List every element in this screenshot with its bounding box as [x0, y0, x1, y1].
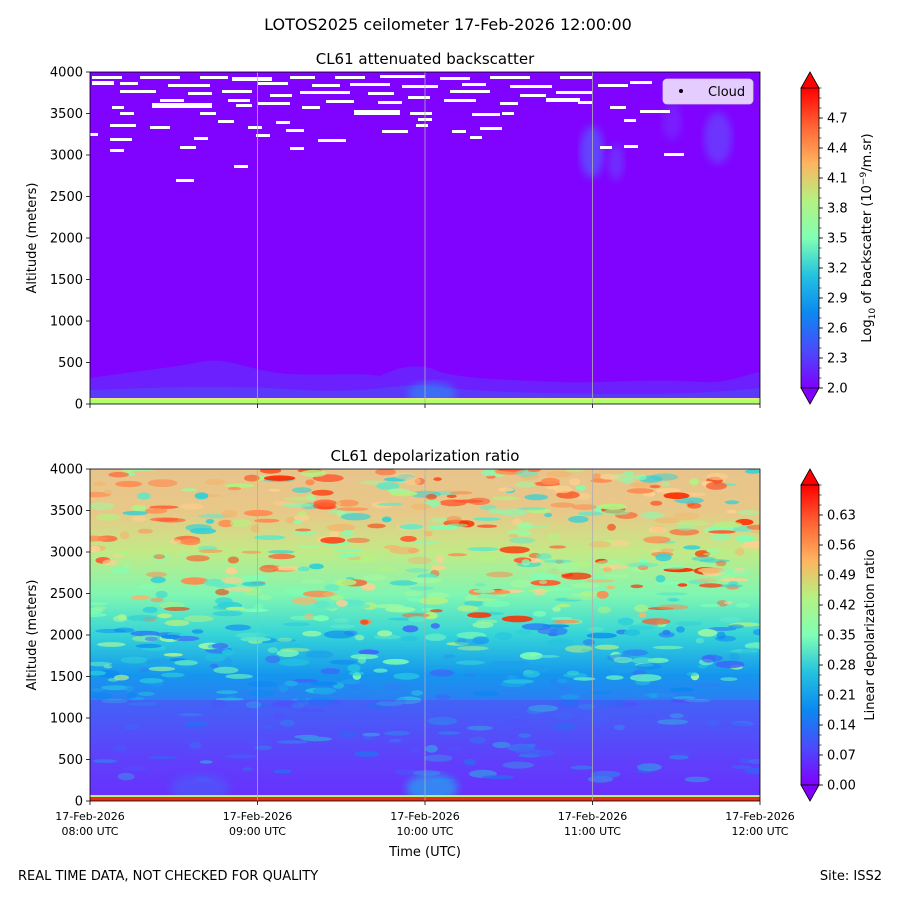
colorbar-tick-label: 3.2: [827, 262, 848, 277]
depolarization-heatmap: [90, 469, 760, 801]
depolarization-y-axis: 0 500 1000 1500 2000 2500 3000 3500 4000: [50, 463, 90, 810]
depolarization-colorbar: 0.00 0.07 0.14 0.21 0.28 0.35 0.42 0.49 0.56 0.63…: [800, 468, 878, 802]
x-tick-date: 17-Feb-2026: [558, 810, 627, 823]
colorbar-tick-label: 0.56: [827, 539, 856, 554]
depolarization-texture: [90, 469, 760, 795]
x-tick-time: 10:00 UTC: [396, 825, 453, 838]
colorbar-tick-label: 4.4: [827, 142, 848, 157]
colorbar-tick-label: 2.3: [827, 352, 848, 367]
colorbar2-extend-min: [800, 784, 820, 802]
colorbar-tick-label: 2.9: [827, 292, 848, 307]
y-tick-label: 1000: [50, 712, 83, 727]
depolarization-x-axis: 17-Feb-2026 08:00 UTC 17-Feb-2026 09:00 UTC…: [55, 801, 795, 838]
colorbar-tick-label: 3.5: [827, 232, 848, 247]
y-tick-label: 4000: [50, 463, 83, 478]
y-tick-label: 1500: [50, 273, 83, 288]
x-axis-label: Time (UTC): [388, 845, 461, 860]
backscatter-colorbar: 2.0 2.3 2.6 2.9 3.2 3.5 3.8 4.1 4.4 4.7 Log10 of …: [800, 71, 878, 405]
depolarization-y-label: Altitude (meters): [25, 580, 40, 691]
cloud-legend-label: Cloud: [708, 85, 745, 100]
colorbar-tick-label: 0.35: [827, 629, 856, 644]
x-tick-time: 11:00 UTC: [564, 825, 621, 838]
colorbar-tick-label: 4.1: [827, 172, 848, 187]
y-tick-label: 3500: [50, 504, 83, 519]
backscatter-x-ticks: [89, 404, 761, 408]
backscatter-heatmap: [90, 72, 760, 404]
backscatter-colorbar-ticks: 2.0 2.3 2.6 2.9 3.2 3.5 3.8 4.1 4.4 4.7: [819, 87, 848, 397]
colorbar1-extend-max: [800, 71, 820, 89]
colorbar-tick-label: 0.28: [827, 659, 856, 674]
colorbar2-extend-max: [800, 468, 820, 486]
depolarization-colorbar-ticks: 0.00 0.07 0.14 0.21 0.28 0.35 0.42 0.49 0.56 0.63: [819, 484, 856, 794]
y-tick-label: 2500: [50, 587, 83, 602]
colorbar-tick-label: 0.00: [827, 779, 856, 794]
y-tick-label: 2000: [50, 629, 83, 644]
depolarization-panel: CL61 depolarization ratio 0 500 1000 1500 20…: [25, 447, 795, 860]
quality-disclaimer: REAL TIME DATA, NOT CHECKED FOR QUALITY: [18, 869, 319, 884]
figure-title: LOTOS2025 ceilometer 17-Feb-2026 12:00:0…: [264, 15, 632, 34]
colorbar-tick-label: 0.49: [827, 569, 856, 584]
y-tick-label: 4000: [50, 66, 83, 81]
x-tick-date: 17-Feb-2026: [390, 810, 459, 823]
y-tick-label: 1500: [50, 670, 83, 685]
x-tick-date: 17-Feb-2026: [55, 810, 124, 823]
y-tick-label: 1000: [50, 315, 83, 330]
colorbar-tick-label: 2.0: [827, 382, 848, 397]
site-label: Site: ISS2: [819, 869, 882, 884]
y-tick-label: 0: [75, 398, 83, 413]
backscatter-y-axis: 0 500 1000 1500 2000 2500 3000 3500 4000: [50, 66, 90, 413]
y-tick-label: 0: [75, 795, 83, 810]
x-tick-date: 17-Feb-2026: [725, 810, 794, 823]
colorbar-tick-label: 3.8: [827, 202, 848, 217]
backscatter-y-label: Altitude (meters): [25, 183, 40, 294]
depolarization-gridlines: [257, 469, 593, 801]
colorbar-tick-label: 0.07: [827, 749, 856, 764]
y-tick-label: 500: [58, 753, 83, 768]
colorbar-tick-label: 0.14: [827, 719, 856, 734]
y-tick-label: 2000: [50, 232, 83, 247]
backscatter-panel: CL61 attenuated backscatter: [25, 50, 761, 413]
x-tick-time: 12:00 UTC: [731, 825, 788, 838]
backscatter-colorbar-label: Log10 of backscatter (10−9/m.sr): [859, 133, 878, 342]
backscatter-title: CL61 attenuated backscatter: [316, 50, 535, 68]
backscatter-gridlines: [257, 72, 593, 404]
cloud-legend: Cloud: [662, 78, 754, 105]
x-tick-date: 17-Feb-2026: [223, 810, 292, 823]
colorbar-tick-label: 2.6: [827, 322, 848, 337]
colorbar-tick-label: 0.63: [827, 509, 856, 524]
colorbar1-extend-min: [800, 387, 820, 405]
x-tick-time: 09:00 UTC: [229, 825, 286, 838]
x-tick-time: 08:00 UTC: [61, 825, 118, 838]
y-tick-label: 500: [58, 356, 83, 371]
y-tick-label: 2500: [50, 190, 83, 205]
y-tick-label: 3000: [50, 149, 83, 164]
cloud-legend-marker: [679, 89, 683, 93]
depolarization-colorbar-label: Linear depolarization ratio: [863, 549, 878, 720]
colorbar-tick-label: 0.42: [827, 599, 856, 614]
colorbar-tick-label: 4.7: [827, 112, 848, 127]
depolarization-title: CL61 depolarization ratio: [331, 447, 520, 465]
y-tick-label: 3500: [50, 107, 83, 122]
y-tick-label: 3000: [50, 546, 83, 561]
colorbar-tick-label: 0.21: [827, 689, 856, 704]
